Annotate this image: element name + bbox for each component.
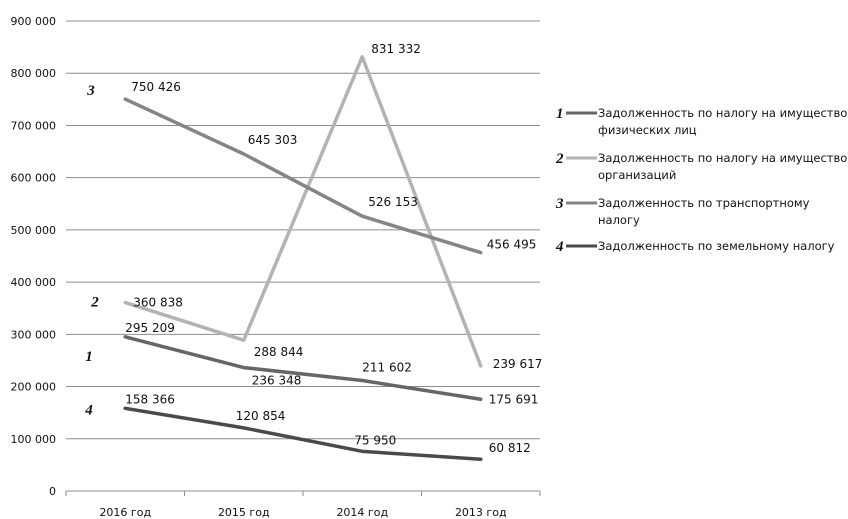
y-tick-label: 200 000 [11,381,57,394]
data-labels: 295 209 236 348 211 602 175 691 360 838 288 8… [125,42,542,455]
data-label: 60 812 [489,441,531,455]
data-label: 75 950 [354,433,396,447]
legend-label: налогу [598,213,640,227]
data-label: 175 691 [489,392,539,406]
data-label: 288 844 [254,345,304,359]
legend: 1 Задолженность по налогу на имущество физ… [555,106,847,255]
axes [65,490,541,496]
series-line-4 [123,406,483,461]
data-label: 645 303 [248,133,298,147]
y-tick-label: 500 000 [11,224,57,237]
x-tick-label: 2015 год [218,506,270,519]
legend-number: 2 [555,151,564,167]
y-tick-label: 800 000 [11,67,57,80]
series-lines [123,55,483,461]
y-tick-label: 0 [49,485,56,498]
series-line-2 [123,55,483,368]
data-label: 750 426 [131,80,181,94]
y-tick-label: 400 000 [11,276,57,289]
data-label: 236 348 [252,374,302,388]
y-tick-label: 100 000 [11,433,57,446]
series-line-3 [123,97,483,255]
series-number-2: 2 [90,295,99,311]
series-number-markers: 1 2 3 4 [84,83,99,418]
data-label: 456 495 [487,238,537,252]
series-number-4: 4 [84,402,93,418]
data-label: 120 854 [236,409,286,423]
x-axis-tick-labels: 2016 год 2015 год 2014 год 2013 год [99,506,507,519]
data-label: 295 209 [125,321,175,335]
legend-label: Задолженность по транспортному [598,196,810,210]
legend-number: 4 [555,239,564,255]
legend-number: 3 [555,196,564,212]
legend-label: Задолженность по налогу на имущество [598,106,847,120]
data-label: 831 332 [371,42,421,56]
x-tick-label: 2016 год [99,506,151,519]
y-tick-label: 700 000 [11,119,57,132]
y-axis-tick-labels: 0 100 000 200 000 300 000 400 000 500 000 600 … [11,15,57,498]
data-label: 360 838 [133,296,183,310]
series-number-3: 3 [86,83,95,99]
legend-label: организаций [598,168,676,182]
data-label: 526 153 [368,195,418,209]
x-tick-label: 2013 год [455,506,507,519]
legend-number: 1 [556,106,564,122]
y-tick-label: 600 000 [11,172,57,185]
y-tick-label: 900 000 [11,15,57,28]
data-label: 158 366 [125,392,175,406]
data-label: 239 617 [493,357,543,371]
legend-label: Задолженность по земельному налогу [598,239,835,253]
legend-label: физических лиц [598,123,697,137]
legend-label: Задолженность по налогу на имущество [598,151,847,165]
y-tick-label: 300 000 [11,328,57,341]
x-tick-label: 2014 год [336,506,388,519]
grid-lines [66,20,540,440]
series-number-1: 1 [85,349,93,365]
series-line-1 [123,335,483,402]
data-label: 211 602 [362,360,412,374]
